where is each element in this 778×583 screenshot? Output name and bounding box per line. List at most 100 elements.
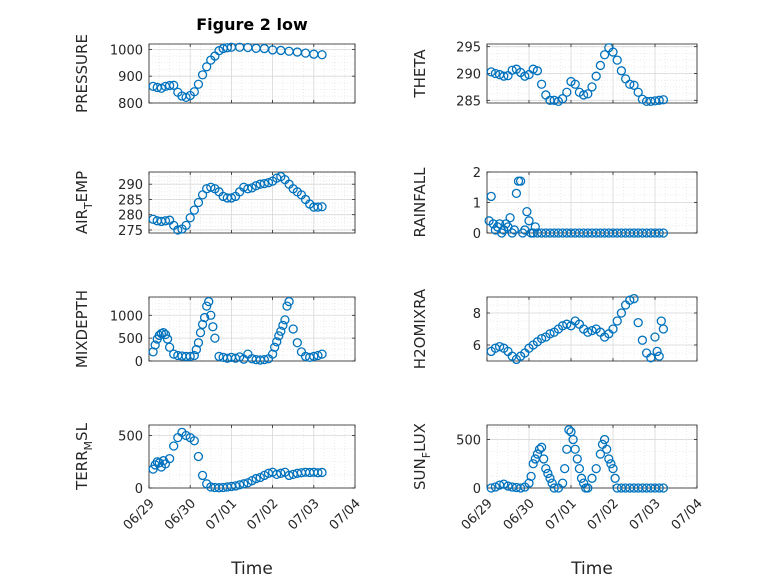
data-point [505,213,515,223]
y-tick-label: 800 [118,97,143,112]
data-point [572,454,582,464]
data-point [658,483,669,493]
data-point [608,324,618,334]
x-tick-label: 06/29 [459,496,496,533]
data-point [654,95,664,105]
y-axis-label-part: LUX [411,423,429,452]
data-point [583,327,593,337]
data-point [536,333,547,344]
data-point [490,68,501,79]
data-point [562,87,572,97]
data-point [313,350,323,361]
data-point [578,478,589,488]
y-tick-label: 500 [118,430,143,445]
data-point [199,312,210,323]
axes-box [486,296,698,362]
data-point [654,351,664,361]
data-point [222,43,232,53]
y-axis-label-subscript: F [420,452,433,458]
data-point [280,315,290,325]
data-point [197,470,208,481]
data-point [562,444,572,454]
x-tick-label: 07/03 [286,496,323,533]
data-point [206,182,216,192]
data-point [612,55,622,65]
data-point [148,214,158,224]
data-point [520,71,530,81]
data-point [243,184,253,194]
data-point [612,316,622,326]
y-tick-label: 1 [473,197,481,212]
data-point [595,449,606,459]
scatter-series [148,427,327,493]
scatter-series [486,293,669,365]
data-point [602,444,612,454]
data-point [658,228,669,238]
data-point [629,293,639,304]
data-point [259,43,270,54]
data-point [239,479,249,489]
data-point [610,473,620,483]
data-point [173,225,183,235]
y-axis-label: SUNFLUX [411,423,433,490]
data-point [226,193,237,203]
data-point [193,79,204,89]
data-point [158,328,169,338]
data-point [267,349,278,359]
scatter-series [148,171,327,235]
data-point [633,317,643,328]
y-tick-label: 500 [118,332,143,347]
y-tick-label: 0 [473,227,481,242]
x-tick-label: 07/01 [203,496,240,533]
data-point [599,434,610,445]
scatter-series [486,425,669,493]
y-tick-label: 900 [118,70,143,85]
data-point [317,202,327,212]
data-point [549,483,559,493]
axes-box [148,424,356,489]
data-point [616,308,627,318]
subplot-pressure: 800 900 1000 PRESSURE [73,34,356,113]
data-point [583,483,593,493]
data-point [202,62,212,72]
data-point [164,80,175,91]
data-point [536,79,547,89]
data-point [206,310,216,320]
data-point [560,463,570,474]
data-point [595,60,606,71]
data-point [568,434,578,445]
data-point [313,468,323,478]
data-point [317,50,327,60]
data-point [534,444,545,454]
data-point [486,67,496,77]
data-point [557,94,568,104]
data-point [234,480,245,490]
data-point [629,80,639,90]
data-point [284,470,294,481]
data-point [532,66,543,76]
data-point [276,45,286,56]
y-axis-label-part: THETA [411,49,429,99]
data-point [210,333,220,343]
data-point [169,80,179,90]
scatter-series [148,296,327,365]
data-point [185,213,195,223]
data-point [313,202,323,212]
subplot-rainfall: 0 1 2 RAINFALL [411,166,698,242]
data-point [543,468,553,479]
data-point [587,325,597,336]
data-point [650,332,660,342]
data-point [574,463,585,474]
y-tick-label: 1000 [110,43,143,58]
data-point [511,188,522,199]
data-point [591,71,601,81]
data-point [578,90,589,100]
y-tick-label: 295 [456,41,481,56]
data-point [274,331,284,341]
data-point [195,328,206,338]
data-point [263,178,274,188]
x-axis-label: Time [570,559,613,579]
data-point [515,483,526,493]
